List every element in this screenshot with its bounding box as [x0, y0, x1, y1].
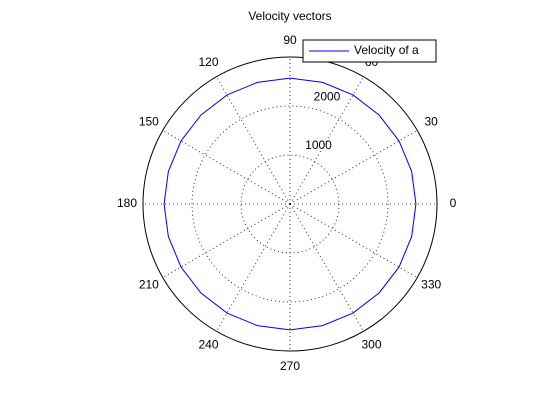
theta-tick-label: 270: [280, 359, 300, 373]
outer-ring: [142, 56, 438, 352]
theta-tick-label: 210: [139, 278, 159, 292]
spoke: [162, 130, 291, 205]
chart-title: Velocity vectors: [248, 9, 331, 23]
theta-tick-label: 150: [139, 115, 159, 129]
spoke: [289, 130, 418, 205]
spoke: [216, 203, 291, 332]
theta-tick-label: 120: [198, 55, 218, 69]
grid-ring: [240, 154, 340, 254]
spoke: [162, 203, 291, 278]
theta-tick-label: 330: [421, 278, 441, 292]
grid-ring: [191, 105, 389, 303]
spoke: [216, 76, 291, 205]
spoke: [289, 203, 364, 332]
theta-tick-label: 0: [450, 196, 457, 210]
theta-tick-label: 30: [424, 115, 438, 129]
legend-label: Velocity of a: [354, 43, 419, 57]
theta-tick-label: 240: [198, 337, 218, 351]
theta-tick-label: 300: [361, 337, 381, 351]
series-line: [163, 77, 417, 331]
spoke: [289, 203, 418, 278]
r-tick-label: 2000: [314, 90, 341, 104]
r-tick-label: 1000: [305, 138, 332, 152]
legend-box: [302, 39, 437, 63]
theta-tick-label: 90: [283, 33, 297, 47]
theta-tick-label: 180: [117, 196, 137, 210]
spoke: [289, 76, 364, 205]
